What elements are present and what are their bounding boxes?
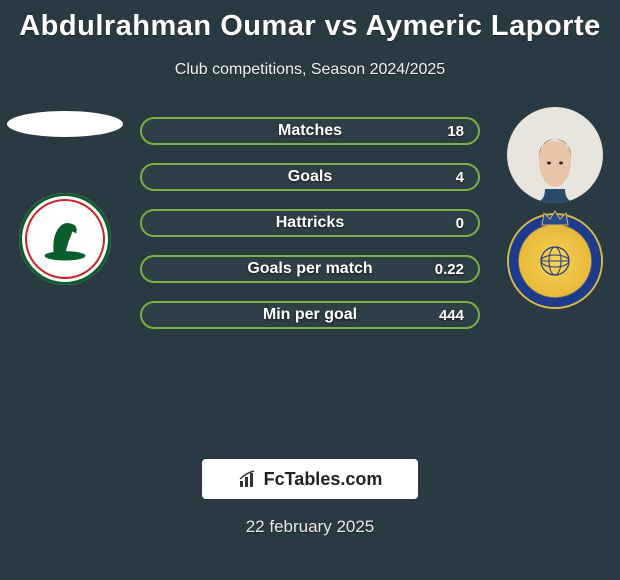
club-left-badge — [19, 193, 111, 285]
bar-chart-icon — [238, 469, 260, 489]
ettifaq-horse-icon — [37, 211, 93, 267]
stat-label: Goals per match — [247, 260, 372, 278]
player-face-icon — [525, 133, 585, 203]
player-left-avatar — [7, 111, 123, 137]
brand-text: FcTables.com — [264, 469, 383, 490]
stat-label: Matches — [278, 122, 342, 140]
stat-row: Matches 18 — [140, 117, 480, 145]
comparison-panel: Matches 18 Goals 4 Hattricks 0 Goals per… — [0, 107, 620, 447]
page-title: Abdulrahman Oumar vs Aymeric Laporte — [0, 0, 620, 43]
player-right-column — [495, 107, 615, 307]
stat-label: Hattricks — [276, 214, 344, 232]
brand-box: FcTables.com — [202, 459, 418, 499]
stats-list: Matches 18 Goals 4 Hattricks 0 Goals per… — [140, 117, 480, 347]
club-right-badge — [509, 215, 601, 307]
stat-row: Goals 4 — [140, 163, 480, 191]
stat-label: Min per goal — [263, 306, 357, 324]
stat-row: Hattricks 0 — [140, 209, 480, 237]
stat-value: 0 — [456, 215, 464, 232]
stat-value: 0.22 — [435, 261, 464, 278]
player-left-column — [5, 107, 125, 285]
stat-label: Goals — [288, 168, 332, 186]
stat-value: 444 — [439, 307, 464, 324]
subtitle: Club competitions, Season 2024/2025 — [0, 61, 620, 79]
alnassr-globe-icon — [535, 241, 575, 281]
player-right-avatar — [507, 107, 603, 203]
stat-value: 18 — [447, 123, 464, 140]
crown-icon — [540, 209, 570, 227]
stat-row: Min per goal 444 — [140, 301, 480, 329]
stat-value: 4 — [456, 169, 464, 186]
date-text: 22 february 2025 — [0, 517, 620, 537]
stat-row: Goals per match 0.22 — [140, 255, 480, 283]
